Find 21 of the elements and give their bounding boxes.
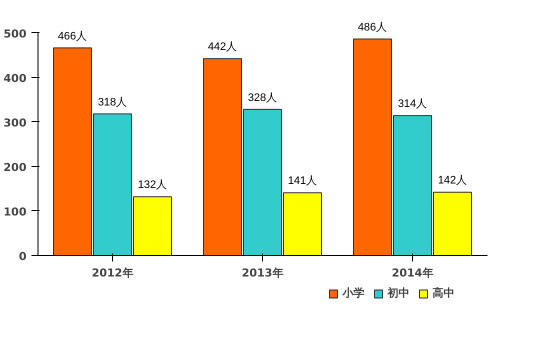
y-tick-label: 200: [4, 160, 27, 174]
y-tick-label: 500: [4, 27, 27, 40]
data-label: 318人: [98, 96, 128, 108]
y-tick-label: 100: [4, 205, 27, 218]
data-label: 132人: [138, 179, 168, 192]
y-tick-label: 300: [4, 116, 27, 130]
data-label: 466人: [58, 30, 88, 42]
y-tick-label: 0: [18, 250, 27, 263]
y-tick-label: 400: [4, 72, 27, 85]
legend-label: 初中: [388, 286, 410, 300]
x-tick-label: 2012年: [92, 266, 134, 280]
legend-label: 高中: [432, 286, 455, 300]
data-label: 328人: [248, 92, 278, 104]
data-label: 314人: [398, 98, 428, 110]
x-tick-label: 2013年: [242, 266, 284, 280]
data-label: 486人: [358, 21, 388, 34]
legend-label: 小学: [342, 286, 365, 300]
data-label: 142人: [438, 174, 468, 187]
data-label: 141人: [288, 175, 318, 188]
x-tick-label: 2014年: [392, 266, 434, 280]
data-label: 442人: [208, 41, 238, 54]
